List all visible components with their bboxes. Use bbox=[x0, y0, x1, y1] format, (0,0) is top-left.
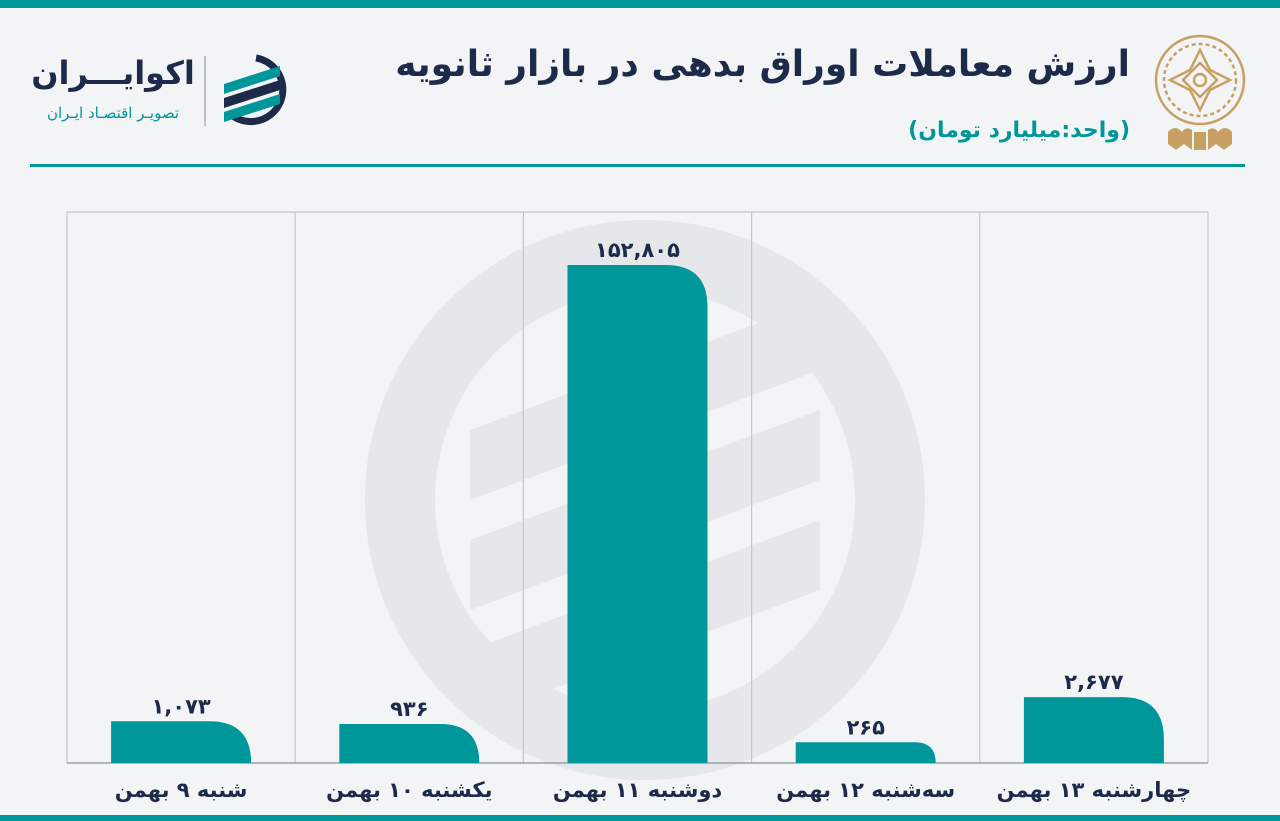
category-label: سه‌شنبه ۱۲ بهمن bbox=[776, 778, 955, 802]
chart-title: ارزش معاملات اوراق بدهی در بازار ثانویه bbox=[395, 44, 1130, 85]
bar bbox=[795, 742, 936, 763]
brand-name: اکوایـــران bbox=[31, 54, 195, 92]
bar bbox=[567, 265, 708, 763]
top-accent-bar bbox=[0, 0, 1280, 8]
brand-separator bbox=[204, 56, 206, 126]
bar bbox=[1023, 697, 1164, 763]
bar bbox=[111, 721, 252, 763]
category-label: شنبه ۹ بهمن bbox=[115, 778, 248, 802]
unit-subtitle: (واحد:میلیارد تومان) bbox=[908, 118, 1130, 143]
brand-tagline: تصویـر اقتصـاد ایـران bbox=[46, 104, 180, 122]
category-label: دوشنبه ۱۱ بهمن bbox=[553, 778, 723, 802]
tehran-stock-exchange-seal-icon bbox=[1154, 34, 1246, 150]
bottom-accent-bar bbox=[0, 815, 1280, 821]
ecoiran-logo-icon bbox=[224, 54, 287, 126]
brand-block: اکوایـــران تصویـر اقتصـاد ایـران bbox=[28, 48, 298, 133]
bar bbox=[339, 724, 480, 763]
data-label: ۲۶۵ bbox=[846, 715, 885, 739]
data-label: ۹۳۶ bbox=[390, 697, 428, 721]
data-label: ۱,۰۷۳ bbox=[151, 694, 210, 718]
data-label: ۲,۶۷۷ bbox=[1064, 670, 1123, 694]
header-divider bbox=[30, 164, 1245, 167]
category-label: یکشنبه ۱۰ بهمن bbox=[326, 778, 492, 802]
category-label: چهارشنبه ۱۳ بهمن bbox=[997, 778, 1192, 802]
data-label: ۱۵۲,۸۰۵ bbox=[595, 238, 680, 262]
